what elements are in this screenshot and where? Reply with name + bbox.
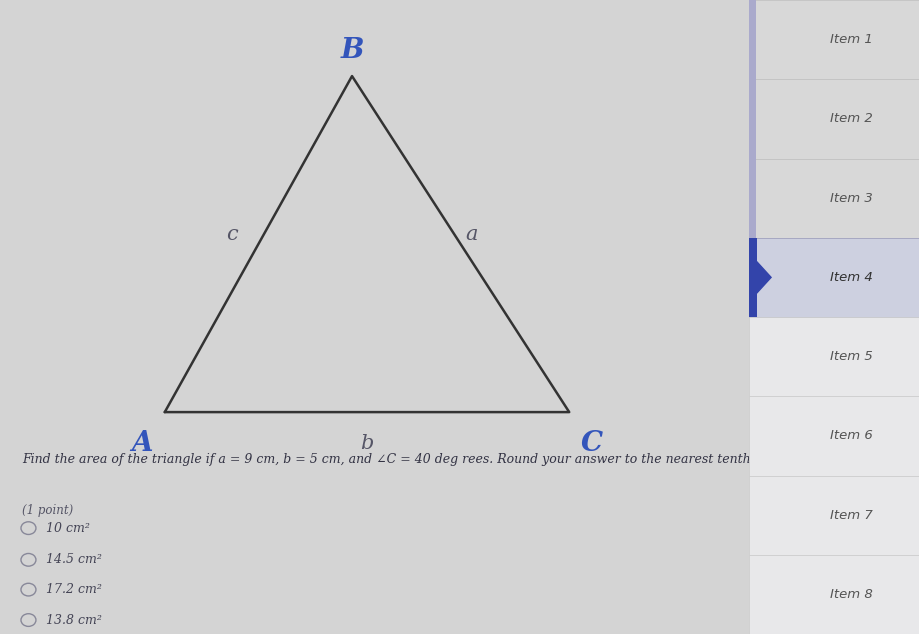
- Bar: [749, 0, 919, 79]
- Polygon shape: [756, 261, 771, 293]
- Bar: [749, 158, 919, 238]
- Text: A: A: [131, 430, 153, 457]
- Text: Item 1: Item 1: [830, 33, 872, 46]
- Text: Item 5: Item 5: [830, 350, 872, 363]
- Text: 10 cm²: 10 cm²: [47, 522, 90, 534]
- Text: (1 point): (1 point): [22, 504, 74, 517]
- Bar: [749, 238, 756, 317]
- Text: Item 2: Item 2: [830, 112, 872, 126]
- Text: a: a: [466, 225, 478, 244]
- Text: 13.8 cm²: 13.8 cm²: [47, 614, 102, 626]
- Bar: [749, 238, 919, 317]
- Text: 14.5 cm²: 14.5 cm²: [47, 553, 102, 566]
- Text: Item 4: Item 4: [830, 271, 872, 284]
- Text: B: B: [340, 37, 364, 64]
- Bar: [749, 79, 919, 158]
- Text: Item 6: Item 6: [830, 429, 872, 443]
- Text: Item 7: Item 7: [830, 508, 872, 522]
- Bar: [749, 396, 919, 476]
- Text: Find the area of the triangle if a = 9 cm, b = 5 cm, and ∠C = 40 deg rees. Round: Find the area of the triangle if a = 9 c…: [22, 453, 755, 467]
- Bar: [749, 79, 755, 158]
- Bar: [749, 476, 919, 555]
- Text: C: C: [581, 430, 603, 457]
- Bar: [749, 317, 919, 396]
- Text: 17.2 cm²: 17.2 cm²: [47, 583, 102, 596]
- Bar: [749, 555, 919, 634]
- Bar: [749, 158, 755, 238]
- Bar: [749, 0, 755, 79]
- Text: c: c: [226, 225, 238, 244]
- Text: Item 8: Item 8: [830, 588, 872, 601]
- Text: Item 3: Item 3: [830, 191, 872, 205]
- Text: b: b: [360, 434, 374, 453]
